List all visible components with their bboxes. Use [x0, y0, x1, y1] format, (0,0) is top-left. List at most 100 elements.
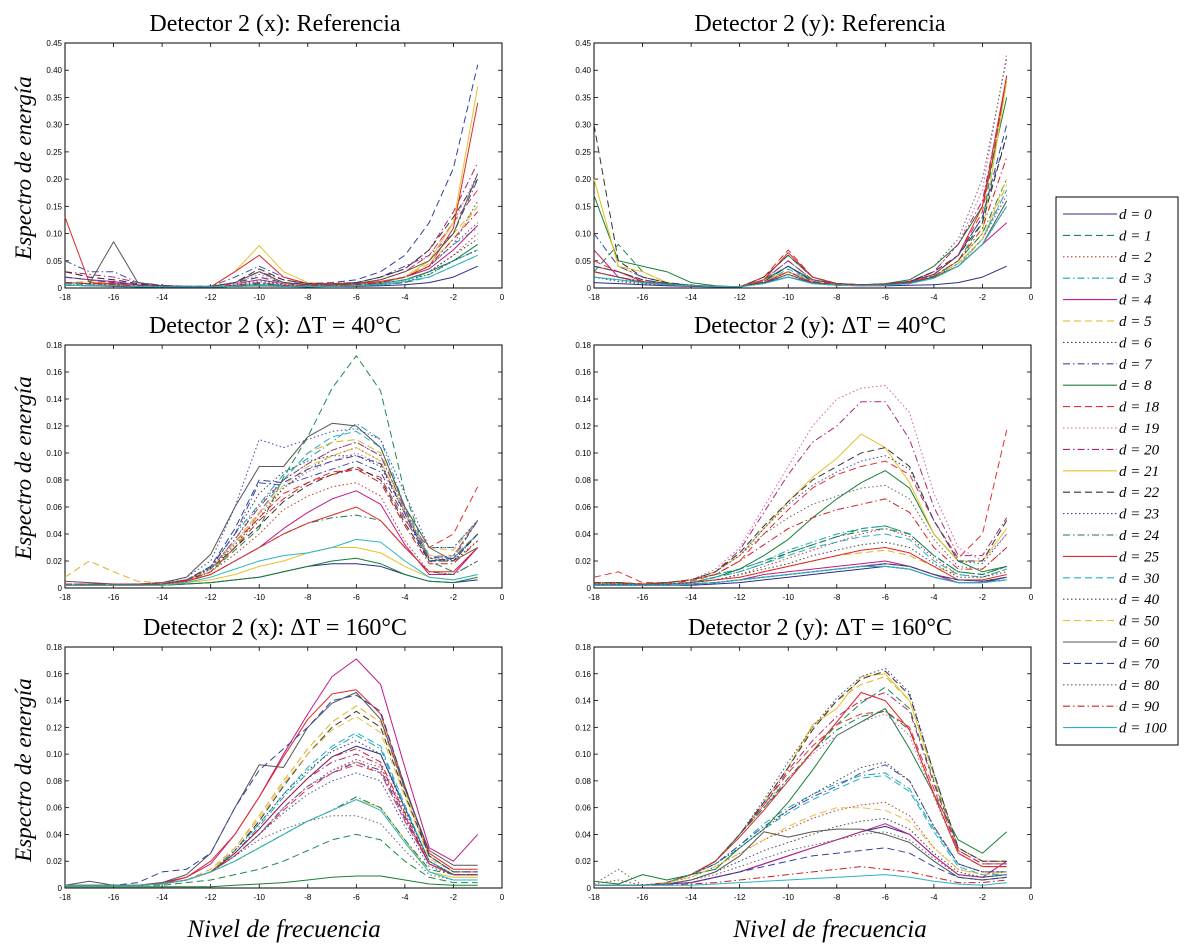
legend-label: d = 25 [1119, 549, 1160, 565]
chart-title-2: Detector 2 (y): Referencia [694, 11, 946, 37]
series-line [593, 124, 1008, 288]
y-tick-label: 0.02 [575, 857, 591, 866]
y-tick-label: 0 [58, 284, 63, 293]
y-tick-label: 0.04 [46, 530, 62, 539]
y-tick-label: 0.12 [575, 723, 591, 732]
x-tick-label: -4 [401, 293, 409, 302]
series-line [593, 801, 1007, 886]
x-tick-label: -18 [588, 293, 600, 302]
y-tick-label: 0.40 [46, 66, 62, 75]
x-tick-label: -12 [205, 293, 217, 302]
legend-label: d = 3 [1119, 271, 1152, 287]
series-line [65, 694, 478, 886]
x-tick-label: -6 [882, 593, 890, 602]
y-tick-label: 0.14 [575, 395, 591, 404]
chart-title-6: Detector 2 (y): ΔT = 160°C [688, 615, 952, 641]
x-tick-label: -16 [108, 593, 120, 602]
legend-label: d = 2 [1119, 250, 1152, 266]
y-tick-label: 0.10 [575, 750, 591, 759]
x-tick-label: -6 [882, 293, 890, 302]
y-tick-label: 0.08 [575, 777, 591, 786]
series-line [594, 498, 1008, 585]
x-tick-label: -14 [156, 593, 168, 602]
series-line [594, 565, 1007, 586]
legend-label: d = 22 [1119, 485, 1160, 501]
x-tick-label: -16 [637, 293, 649, 302]
x-tick-label: 0 [1029, 893, 1034, 902]
x-tick-label: -2 [450, 893, 458, 902]
x-tick-label: -16 [637, 593, 649, 602]
x-tick-label: -10 [253, 593, 265, 602]
x-tick-label: -10 [782, 293, 794, 302]
series-line [593, 157, 1008, 288]
x-tick-label: -8 [304, 593, 312, 602]
y-tick-label: 0.30 [46, 121, 62, 130]
legend-label: d = 70 [1119, 656, 1160, 672]
x-tick-label: 0 [500, 893, 505, 902]
legend-label: d = 60 [1119, 635, 1160, 651]
y-tick-label: 0.35 [46, 93, 62, 102]
y-tick-label: 0 [587, 584, 592, 593]
series-line [594, 874, 1007, 886]
series-line [593, 206, 1008, 288]
series-line [65, 468, 479, 585]
x-tick-label: -10 [782, 593, 794, 602]
series-line [593, 124, 1008, 288]
x-tick-label: -8 [304, 293, 312, 302]
x-tick-label: -6 [353, 593, 361, 602]
plot-area [593, 42, 1032, 289]
legend-label: d = 18 [1119, 400, 1160, 416]
y-tick-label: 0.18 [46, 341, 62, 350]
x-tick-label: -6 [353, 893, 361, 902]
x-tick-label: -10 [782, 893, 794, 902]
y-tick-label: 0.14 [46, 395, 62, 404]
y-axis-label-3: Espectro de energía [11, 376, 36, 561]
y-tick-label: 0.14 [46, 697, 62, 706]
x-tick-label: -14 [685, 893, 697, 902]
legend-label: d = 1 [1119, 228, 1152, 244]
y-tick-label: 0.25 [46, 148, 62, 157]
x-tick-label: 0 [1029, 293, 1034, 302]
chart-title-4: Detector 2 (y): ΔT = 40°C [694, 313, 946, 339]
y-tick-label: 0 [58, 884, 63, 893]
series-line [64, 178, 479, 287]
y-axis-label-1: Espectro de energía [11, 76, 36, 261]
chart-title-3: Detector 2 (x): ΔT = 40°C [149, 313, 401, 339]
x-tick-label: -16 [108, 893, 120, 902]
chart-title-1: Detector 2 (x): Referencia [149, 11, 401, 37]
series-line [65, 875, 478, 888]
y-axis-label-5: Espectro de energía [11, 678, 36, 863]
x-axis-label-5: Nivel de frecuencia [186, 916, 380, 943]
plot-panel-3: -18 -16 -14 -12 -10 -8 -6 -4 -2 0 0 0.02 0.04 0.06 0.0… [46, 341, 504, 602]
x-tick-label: -6 [353, 293, 361, 302]
legend-label: d = 30 [1119, 571, 1160, 587]
y-tick-label: 0.10 [575, 230, 591, 239]
chart-title-5: Detector 2 (x): ΔT = 160°C [143, 615, 407, 641]
y-tick-label: 0.45 [46, 39, 62, 48]
legend-label: d = 23 [1119, 507, 1159, 523]
y-tick-label: 0.05 [575, 257, 591, 266]
x-tick-label: -14 [685, 293, 697, 302]
legend-label: d = 8 [1119, 378, 1152, 394]
x-tick-label: -10 [253, 893, 265, 902]
legend-label: d = 6 [1119, 335, 1152, 351]
y-tick-label: 0.04 [575, 530, 591, 539]
legend-label: d = 90 [1119, 699, 1160, 715]
series-line [593, 831, 1007, 886]
y-tick-label: 0.02 [46, 857, 62, 866]
x-tick-label: -8 [833, 293, 841, 302]
series-line [64, 178, 479, 287]
x-tick-label: -12 [734, 893, 746, 902]
series-line [593, 59, 1008, 288]
series-line [594, 847, 1007, 886]
series-line [65, 799, 478, 886]
y-tick-label: 0.16 [46, 670, 62, 679]
plot-panel-1: -18 -16 -14 -12 -10 -8 -6 -4 -2 0 0 0.05 0.10 0.15 0.2… [46, 39, 504, 302]
x-tick-label: -14 [156, 893, 168, 902]
y-tick-label: 0.16 [575, 670, 591, 679]
series-line [64, 173, 479, 287]
y-tick-label: 0.08 [46, 777, 62, 786]
y-tick-label: 0.18 [575, 643, 591, 652]
y-tick-label: 0.15 [575, 202, 591, 211]
